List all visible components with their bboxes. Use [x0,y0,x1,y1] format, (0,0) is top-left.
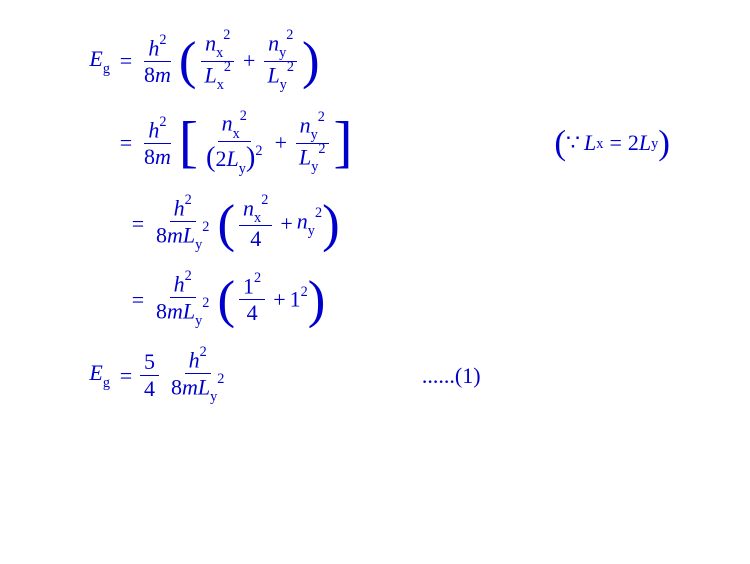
plus: + [243,48,255,74]
rhs: 5 4 h2 8mLy2 [136,347,232,405]
term2: ny2 Ly2 [295,112,330,174]
rhs: h2 8m ( nx2 Lx2 + ny2 Ly2 ) [136,30,320,92]
plus: + [280,211,292,237]
term1: nx2 4 [239,195,272,253]
coef-frac: h2 8m [140,35,175,88]
coef2: h2 8mLy2 [167,347,228,405]
equals: = [116,130,136,156]
coef-frac: h2 8mLy2 [152,271,213,329]
var-E: E [89,360,102,385]
because-icon: ∵ [566,130,580,156]
equation-line-2: = h2 8m [ nx2 (2Ly)2 + ny2 Ly2 ] ( ∵ Lx … [50,110,700,176]
equals: = [116,48,136,74]
equation-tag: ......(1) [232,363,700,389]
condition: ( ∵ Lx = 2Ly ) [353,123,700,163]
equation-line-5: Eg = 5 4 h2 8mLy2 ......(1) [50,347,700,405]
plus: + [275,130,287,156]
term2: 12 [290,286,308,312]
coef1: 5 4 [140,349,159,402]
rhs: h2 8mLy2 ( nx2 4 + ny2 ) [148,195,340,253]
term1: nx2 (2Ly)2 [202,110,267,176]
coef-frac: h2 8m [140,117,175,170]
equals: = [128,287,148,313]
equation-derivation: Eg = h2 8m ( nx2 Lx2 + ny2 Ly2 ) = [50,30,700,405]
lhs: Eg [50,360,116,390]
term2: ny2 [297,208,322,239]
rhs: h2 8m [ nx2 (2Ly)2 + ny2 Ly2 ] [136,110,353,176]
term1: nx2 Lx2 [200,30,235,92]
equation-line-4: = h2 8mLy2 ( 12 4 + 12 ) [50,271,700,329]
lhs: Eg [50,46,116,76]
equals: = [128,211,148,237]
var-E: E [89,46,102,71]
equals: = [116,363,136,389]
equation-line-3: = h2 8mLy2 ( nx2 4 + ny2 ) [50,195,700,253]
equation-line-1: Eg = h2 8m ( nx2 Lx2 + ny2 Ly2 ) [50,30,700,92]
plus: + [273,287,285,313]
rhs: h2 8mLy2 ( 12 4 + 12 ) [148,271,325,329]
term1: 12 4 [239,273,265,326]
sub-g: g [103,61,110,77]
sub-g: g [103,375,110,391]
term2: ny2 Ly2 [263,30,298,92]
coef-frac: h2 8mLy2 [152,195,213,253]
